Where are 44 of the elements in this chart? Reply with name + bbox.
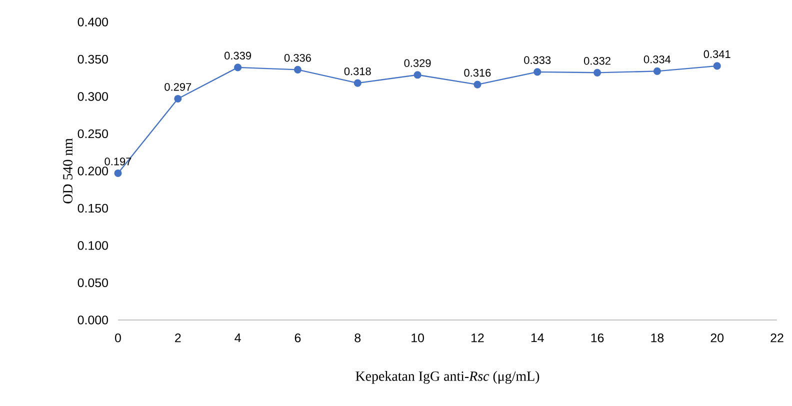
point [294,66,302,74]
x-tick-label: 2 [175,333,181,342]
x-tick-label: 10 [412,333,424,342]
point [234,64,242,72]
point [653,67,661,75]
y-tick-label: 0.200 [78,166,108,176]
x-tick-label: 16 [591,333,604,342]
data-label: 0.341 [704,50,730,58]
data-label: 0.316 [464,68,491,77]
point [713,62,721,70]
point [174,94,182,103]
point [114,169,122,178]
y-tick-label: 0.150 [78,204,108,213]
data-label: 0.336 [284,54,311,62]
x-axis-title: Kepekatan IgG anti-Rsc (μg/mL) [356,371,540,384]
y-tick-label: 0.000 [78,316,108,324]
y-tick-label: 0.100 [78,241,108,250]
y-tick-label: 0.250 [78,129,108,138]
y-axis-title: OD 540 nm [63,138,72,204]
y-tick-label: 0.400 [78,18,108,26]
data-label: 0.332 [584,57,610,65]
data-label: 0.329 [404,59,431,67]
x-tick-label: 6 [294,333,301,342]
data-label: 0.334 [644,56,671,64]
point [534,68,542,76]
x-tick-label: 14 [531,333,544,342]
point [474,80,482,88]
x-tick-label: 4 [234,333,241,342]
x-tick-label: 22 [770,333,784,342]
x-tick-label: 18 [651,333,664,342]
x-tick-label: 0 [115,333,121,342]
data-label: 0.333 [524,56,551,64]
point [414,71,422,79]
x-tick-label: 8 [354,333,361,342]
point [354,79,362,87]
y-tick-label: 0.350 [78,54,108,64]
y-tick-label: 0.300 [78,92,108,101]
x-tick-label: 20 [710,333,724,342]
x-tick-label: 12 [471,333,484,342]
data-label: 0.297 [164,83,192,91]
data-label: 0.339 [224,52,252,60]
point [593,68,602,76]
data-label: 0.318 [344,67,371,76]
y-tick-label: 0.050 [78,278,108,288]
